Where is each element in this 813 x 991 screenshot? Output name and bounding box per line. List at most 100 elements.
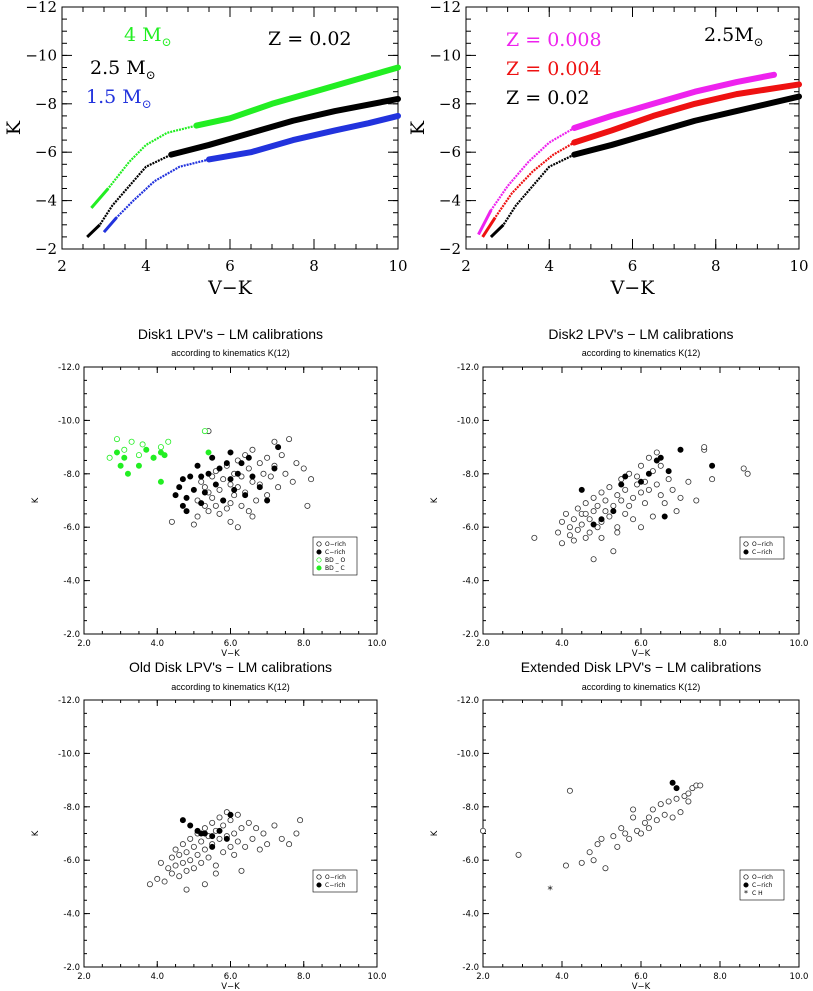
data-point-open [701,444,708,451]
data-point-open [657,492,664,499]
x-tick-label: 6.0 [634,972,648,982]
data-point-filled [223,835,230,842]
data-point-open [693,497,700,504]
sun-symbol: ⊙ [754,35,764,49]
data-point-open [555,529,562,536]
x-tick-label: 2 [461,257,471,275]
data-point-open [212,862,219,869]
y-tick-label: −10 [429,46,461,64]
data-point-open [267,473,274,480]
data-point-open [606,484,613,491]
x-tick-label: 6.0 [224,639,238,649]
data-point-open [590,556,597,563]
data-point-filled [677,446,684,453]
data-point-filled [117,462,124,469]
y-tick-label: -12.0 [58,363,80,373]
data-point-open [260,830,267,837]
data-point-open [293,460,300,467]
data-point-open [649,513,656,520]
data-point-open [685,798,692,805]
isochrone-track-start [90,187,110,209]
data-point-open [190,865,197,872]
chart-3: 2.0 4.0 6.0 8.0 10.0 -2.0 -4.0 -6.0 -8.0 -10.0 -12… [31,326,386,659]
data-point-open [562,862,569,869]
data-point-filled [271,465,278,472]
chart-2: 2 4 6 8 10 −2 −4 −6 −8 −10 −12 V−K K Z = 0.008 Z = 0.0… [407,0,809,299]
plot-frame [482,366,800,635]
x-tick-label: 6 [628,257,638,275]
data-point-open [308,476,315,483]
chart-subtitle: according to kinematics K(12) [171,682,290,692]
isochrone-track-early [90,124,197,209]
data-point-filled [179,476,186,483]
data-point-open [614,843,621,850]
data-point-open [622,486,629,493]
data-point-open [638,830,645,837]
legend-marker [316,882,322,888]
y-tick-label: -6.0 [63,523,80,533]
y-tick-label: -12.0 [457,363,479,373]
isochrone-track-tp-agb [168,95,401,158]
data-point-filled [238,460,245,467]
data-point-open [238,502,245,509]
data-point-open [638,524,645,531]
data-point-open [582,510,589,517]
data-point-filled [150,454,157,461]
y-tick-label: -10.0 [457,749,479,759]
data-point-open [685,790,692,797]
data-point-open [168,518,175,525]
legend-label: O−rich [325,874,346,881]
data-point-open [300,465,307,472]
data-point-open [157,444,164,451]
mass-metallicity-annotation: Z = 0.02 [506,87,590,109]
data-point-open [610,502,617,509]
x-axis-label: V−K [221,982,240,991]
data-point-open [220,476,227,483]
y-tick-label: -8.0 [63,803,80,813]
data-point-open [212,502,219,509]
y-axis-label: K [430,830,440,836]
data-point-filled [183,508,190,515]
data-point-filled [201,489,208,496]
chart-subtitle: according to kinematics K(12) [171,348,290,358]
data-point-filled [249,473,256,480]
isochrone-track-early [86,153,172,238]
data-point-open [594,502,601,509]
legend-marker [743,549,749,555]
legend-label: O−rich [752,541,773,548]
data-point-filled [661,513,668,520]
data-point-filled [205,470,212,477]
data-point-open [622,830,629,837]
data-point-open [626,502,633,509]
y-tick-label: −4 [439,192,461,210]
data-point-filled [610,508,617,515]
data-point-filled [673,785,680,792]
y-tick-label: −12 [25,0,57,16]
x-tick-label: 4.0 [150,972,164,982]
data-point-open [128,438,135,445]
data-point-filled [187,473,194,480]
y-axis-label: K [430,497,440,503]
chart-title: Disk1 LPV's − LM calibrations [138,326,323,342]
chart-title: Old Disk LPV's − LM calibrations [129,659,332,675]
mass-metallicity-annotation: Z = 0.008 [506,29,602,51]
data-point-open [187,857,194,864]
data-point-open [286,436,293,443]
x-tick-label: 6 [225,257,235,275]
y-tick-label: −8 [439,95,461,113]
data-point-open [176,851,183,858]
data-point-open [282,470,289,477]
data-point-open [586,516,593,523]
data-point-open [657,801,664,808]
y-tick-label: −8 [35,95,57,113]
data-point-open [289,478,296,485]
y-tick-label: -6.0 [462,523,479,533]
data-point-open [256,460,263,467]
annotation-text: Z = 0.02 [268,28,352,50]
data-point-filled [209,454,216,461]
isochrone-track-tp-agb [571,71,778,131]
data-point-open [653,449,660,456]
data-point-open [578,521,585,528]
data-point-open [622,510,629,517]
legend-label: C−rich [325,549,346,556]
